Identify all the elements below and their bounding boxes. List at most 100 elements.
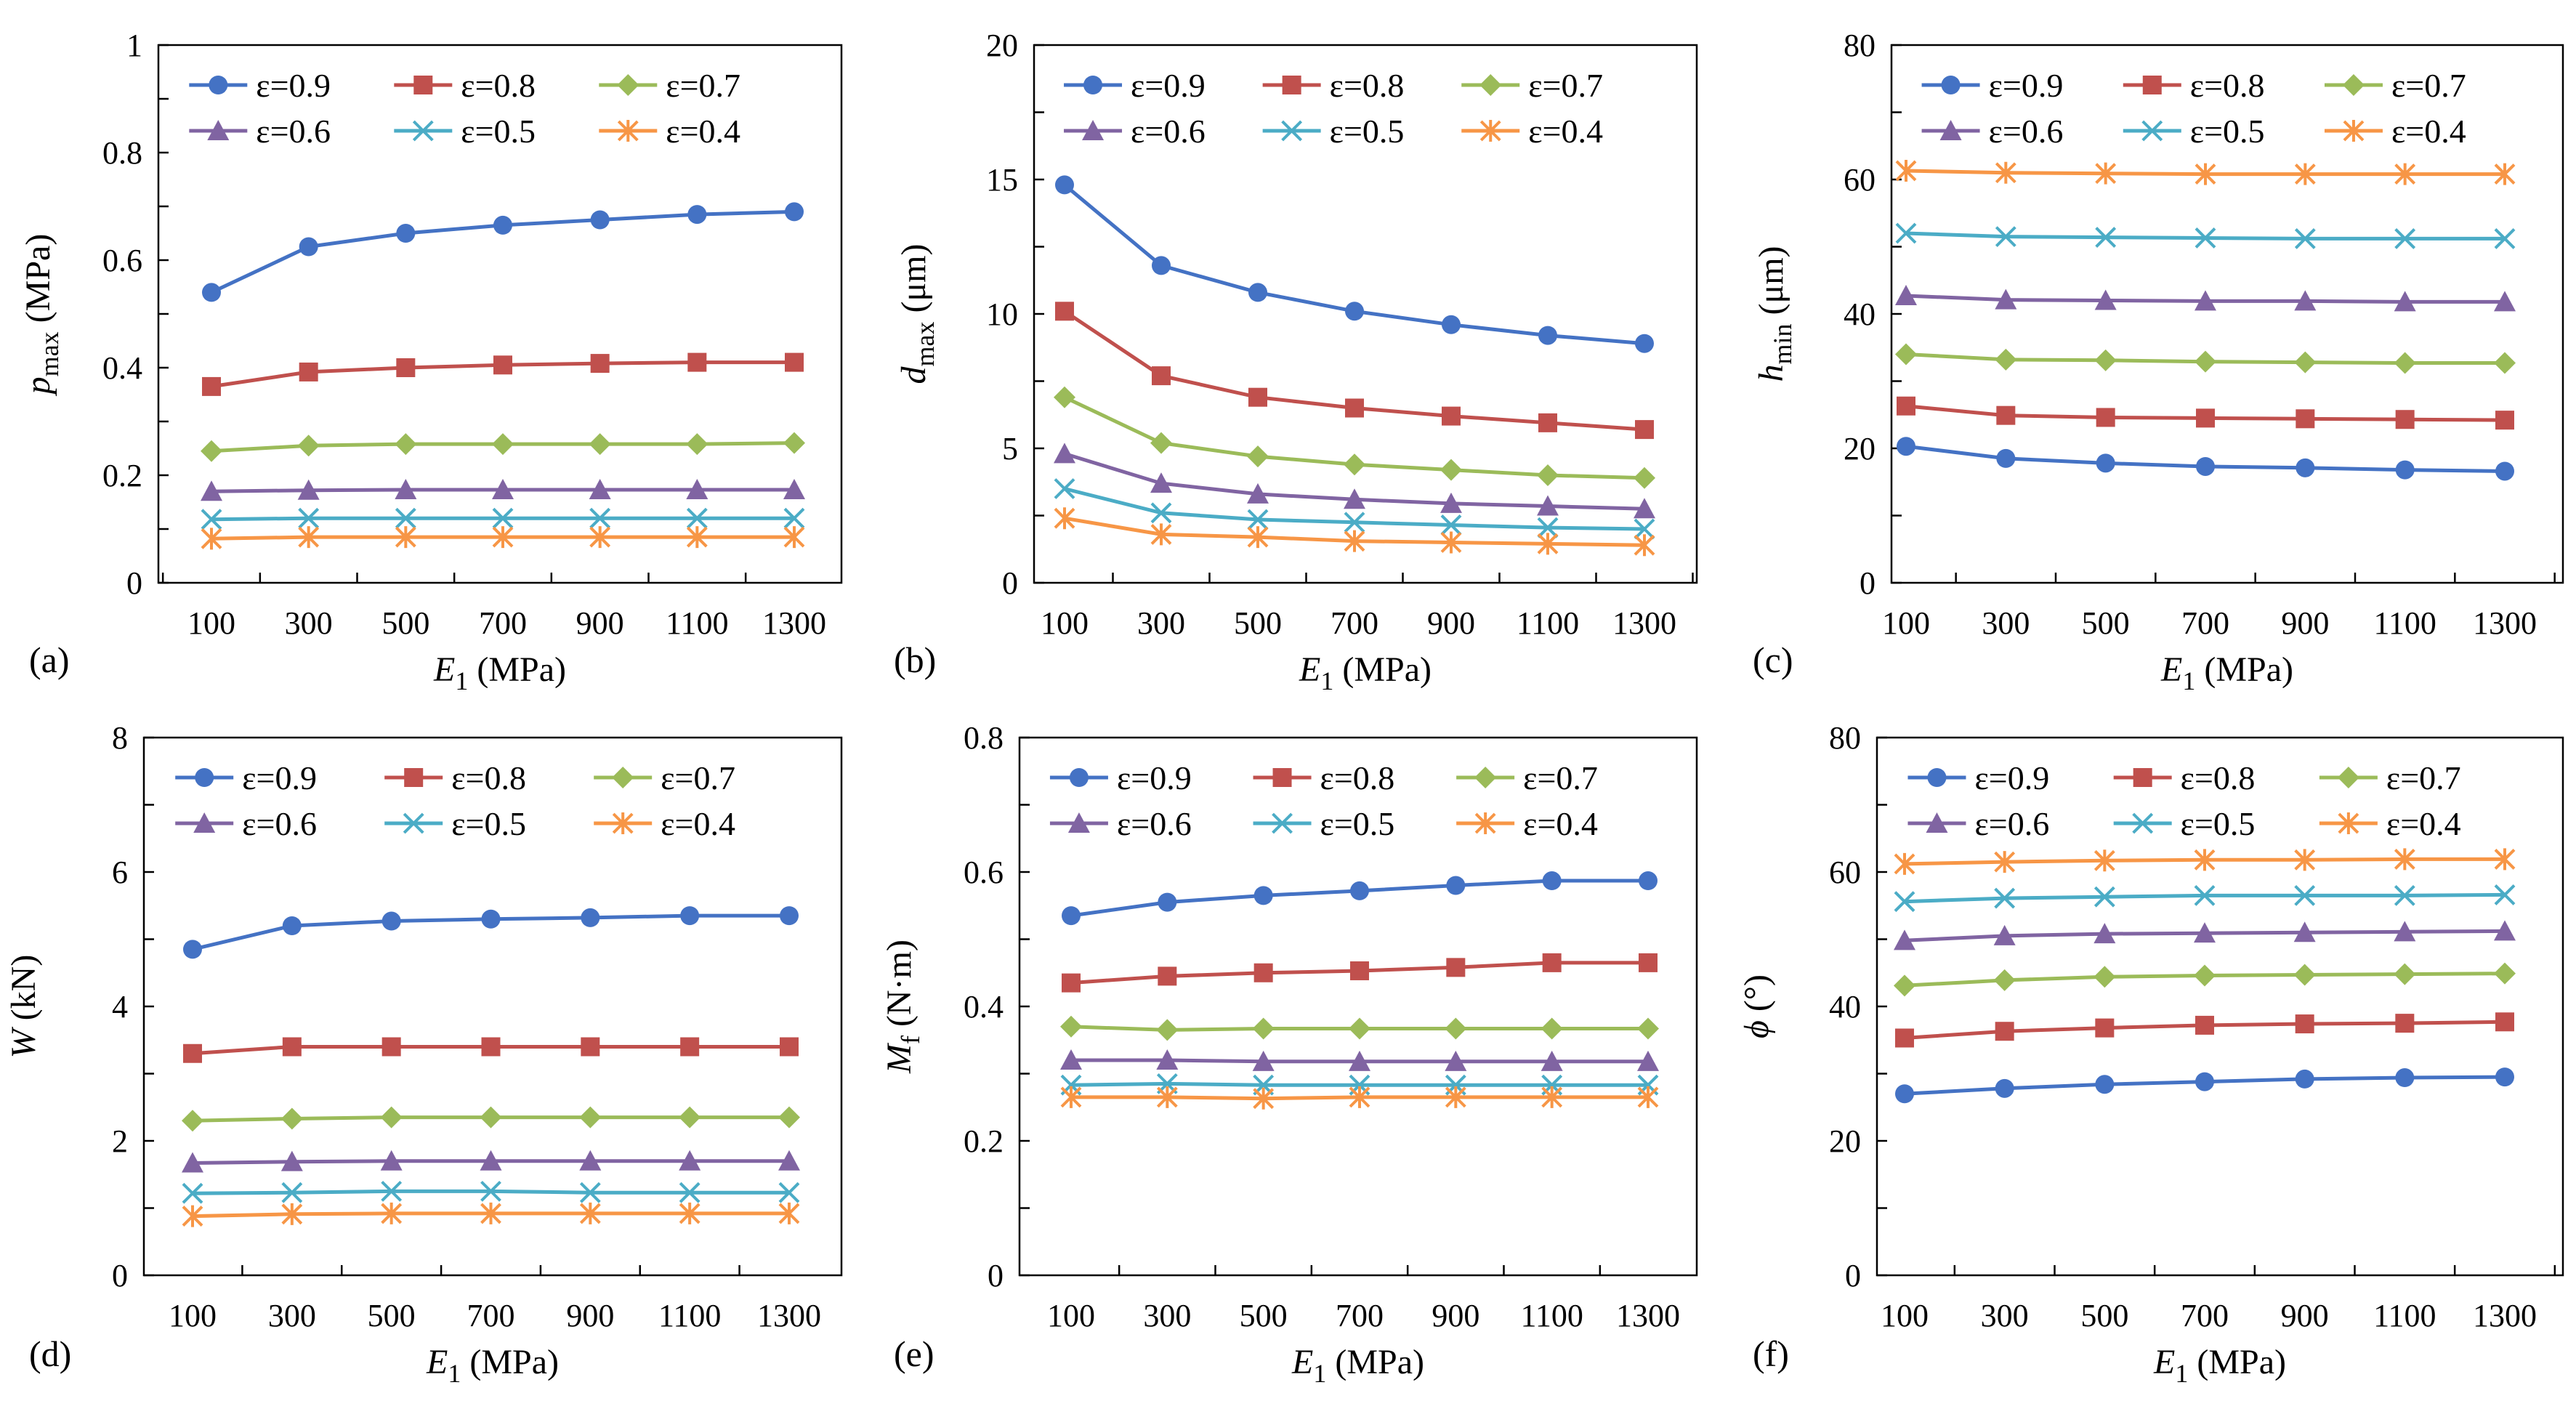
y-tick-label: 0.6	[102, 243, 142, 278]
data-point-series2-1	[1993, 969, 2016, 991]
data-point-series3-4	[2293, 921, 2316, 942]
data-point-series1-2	[2095, 1018, 2115, 1038]
x-tick-label: 700	[467, 1298, 515, 1333]
x-axis-label-subscript: 1	[455, 666, 468, 695]
data-point-series2-3	[2195, 350, 2216, 373]
data-point-series3-6	[2494, 291, 2516, 312]
legend-label: ε=0.8	[2181, 759, 2256, 796]
x-tick-label: 1100	[2373, 1298, 2436, 1333]
data-point-series3-2	[1247, 483, 1269, 504]
y-axis-label-symbol: W	[4, 1026, 43, 1058]
data-point-series0-1	[1995, 1078, 2014, 1098]
y-tick-label: 1	[126, 28, 142, 63]
data-point-series3-0	[1060, 1049, 1082, 1070]
y-tick-label: 0	[988, 1258, 1004, 1293]
data-point-series1-0	[1897, 396, 1915, 416]
data-point-series0-0	[1055, 175, 1074, 195]
data-point-series5-5	[1541, 1086, 1563, 1108]
data-point-series4-5	[686, 507, 708, 529]
x-tick-label: 500	[381, 605, 429, 641]
data-point-series1-1	[299, 362, 318, 381]
data-point-series5-6	[2494, 163, 2516, 185]
data-point-series0-3	[1345, 302, 1364, 321]
data-point-series0-0	[1895, 1084, 1914, 1104]
x-tick-label: 1100	[666, 605, 728, 641]
data-point-series5-2	[2093, 849, 2115, 872]
legend-marker	[2337, 767, 2359, 788]
data-point-series3-4	[2294, 290, 2317, 311]
panel-label: (c)	[1753, 639, 1793, 680]
data-point-series2-6	[2494, 352, 2516, 374]
legend-label: ε=0.4	[1523, 805, 1598, 842]
x-axis-label: E1 (MPa)	[2153, 1343, 2286, 1388]
legend-marker	[412, 120, 434, 142]
data-point-series2-1	[1156, 1019, 1179, 1041]
y-tick-label: 20	[1844, 431, 1876, 467]
x-axis-label-symbol: E	[1299, 650, 1320, 689]
data-point-series0-2	[2096, 453, 2115, 473]
x-axis-label-symbol: E	[1291, 1343, 1313, 1381]
data-point-series4-3	[480, 1180, 501, 1202]
legend-marker	[1282, 76, 1301, 94]
data-point-series2-4	[2293, 964, 2316, 986]
y-axis-label-symbol: d	[895, 366, 933, 384]
data-point-series5-5	[1537, 533, 1559, 555]
data-point-series3-4	[1440, 492, 1462, 513]
data-point-series0-1	[1158, 892, 1177, 912]
data-point-series2-1	[297, 435, 320, 457]
x-axis-label-symbol: E	[433, 650, 455, 689]
data-point-series5-0	[201, 528, 222, 550]
data-point-series3-3	[2194, 922, 2216, 943]
data-point-series3-5	[1537, 495, 1559, 516]
data-point-series3-3	[480, 1150, 502, 1171]
data-point-series3-6	[2494, 920, 2516, 941]
data-point-series5-1	[298, 526, 320, 549]
y-tick-label: 40	[1829, 989, 1861, 1025]
y-axis-label: dmax (μm)	[895, 243, 940, 384]
data-point-series4-1	[1150, 502, 1172, 524]
data-point-series1-4	[2295, 1014, 2314, 1034]
data-point-series4-1	[1995, 226, 2016, 248]
data-point-series5-5	[2394, 848, 2415, 871]
legend-label: ε=0.6	[242, 805, 317, 842]
x-axis-label: E1 (MPa)	[1299, 650, 1432, 695]
data-point-series5-4	[1445, 1086, 1466, 1108]
x-axis-label-subscript: 1	[2182, 666, 2195, 695]
y-axis-label-symbol: p	[19, 376, 57, 396]
y-tick-label: 0.2	[102, 458, 142, 493]
x-axis-label-symbol: E	[2153, 1343, 2175, 1381]
data-point-series5-3	[1349, 1086, 1370, 1108]
data-point-series0-5	[687, 205, 707, 225]
data-point-series5-3	[480, 1202, 501, 1224]
data-point-series5-2	[395, 526, 416, 549]
data-point-series0-4	[1442, 315, 1461, 334]
data-point-series2-0	[1894, 974, 1915, 997]
y-axis-label-unit: (N·m)	[880, 940, 918, 1035]
legend-label: ε=0.4	[2391, 113, 2466, 150]
data-point-series1-3	[2195, 1015, 2214, 1035]
data-point-series0-4	[581, 908, 600, 927]
data-point-series5-4	[579, 1202, 601, 1224]
legend-marker	[1474, 767, 1497, 788]
x-axis-label-unit: (MPa)	[468, 650, 566, 689]
y-tick-label: 2	[112, 1123, 128, 1159]
data-point-series1-0	[1895, 1028, 1914, 1048]
legend-label: ε=0.5	[1330, 113, 1405, 150]
data-point-series2-3	[1349, 1017, 1370, 1040]
data-point-series4-0	[201, 509, 222, 530]
panel-label: (f)	[1753, 1333, 1789, 1374]
data-point-series1-4	[2296, 409, 2315, 429]
x-tick-label: 300	[285, 605, 333, 641]
y-axis-label: hmin (μm)	[1752, 246, 1797, 381]
data-point-series4-6	[783, 507, 805, 529]
data-point-series1-5	[1538, 413, 1557, 432]
data-point-series2-3	[492, 433, 514, 456]
legend-label: ε=0.5	[461, 113, 536, 150]
data-point-series4-4	[2294, 227, 2316, 249]
legend-label: ε=0.9	[1989, 67, 2064, 104]
legend-marker	[403, 812, 424, 834]
data-point-series1-2	[1248, 387, 1267, 407]
legend-label: ε=0.5	[451, 805, 526, 842]
